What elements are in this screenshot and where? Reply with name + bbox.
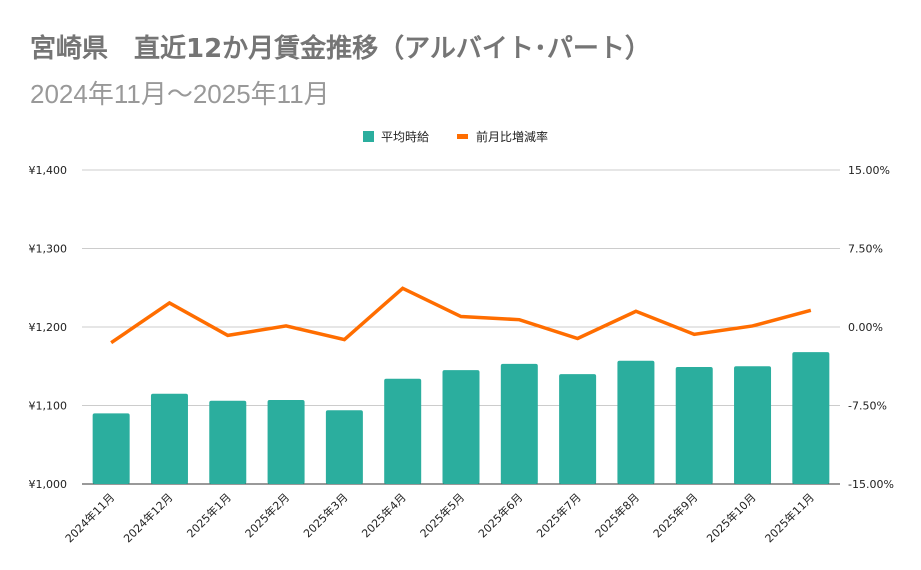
right-tick-label: 15.00% bbox=[848, 164, 890, 177]
x-tick-label: 2025年11月 bbox=[762, 490, 817, 545]
bar bbox=[675, 367, 713, 484]
legend-label: 前月比増減率 bbox=[476, 129, 548, 144]
x-tick-label: 2025年6月 bbox=[475, 490, 525, 540]
bar bbox=[209, 400, 247, 484]
bar bbox=[734, 366, 772, 484]
right-tick-label: -15.00% bbox=[848, 478, 894, 491]
chart-subtitle: 2024年11月～2025年11月 bbox=[30, 79, 330, 109]
bar bbox=[325, 410, 363, 484]
legend-swatch-line bbox=[457, 134, 468, 139]
x-tick-label: 2025年4月 bbox=[359, 490, 409, 540]
x-tick-label: 2025年9月 bbox=[650, 490, 700, 540]
left-tick-label: ¥1,300 bbox=[29, 243, 68, 256]
bar bbox=[559, 374, 597, 484]
bar bbox=[92, 413, 130, 484]
x-tick-label: 2025年3月 bbox=[300, 490, 350, 540]
x-tick-label: 2025年5月 bbox=[417, 490, 467, 540]
right-tick-label: -7.50% bbox=[848, 400, 887, 413]
bar bbox=[384, 378, 422, 484]
right-tick-label: 7.50% bbox=[848, 243, 883, 256]
left-tick-label: ¥1,400 bbox=[29, 164, 68, 177]
x-tick-label: 2024年12月 bbox=[120, 490, 175, 545]
bar bbox=[150, 393, 188, 484]
x-tick-label: 2025年2月 bbox=[242, 490, 292, 540]
left-tick-label: ¥1,100 bbox=[29, 400, 68, 413]
chart-title: 宮崎県 直近12か月賃金推移（アルバイト･パート） bbox=[30, 34, 651, 64]
bar bbox=[442, 370, 480, 484]
bar bbox=[792, 352, 830, 484]
left-tick-label: ¥1,200 bbox=[29, 321, 68, 334]
right-tick-label: 0.00% bbox=[848, 321, 883, 334]
x-tick-label: 2025年7月 bbox=[534, 490, 584, 540]
line-series bbox=[110, 286, 812, 345]
bar bbox=[617, 360, 655, 484]
x-tick-label: 2025年10月 bbox=[704, 490, 759, 545]
legend-swatch-bar bbox=[363, 131, 374, 142]
left-tick-label: ¥1,000 bbox=[29, 478, 68, 491]
legend-label: 平均時給 bbox=[381, 130, 429, 144]
bar bbox=[500, 363, 538, 484]
bar bbox=[267, 400, 305, 484]
x-tick-label: 2024年11月 bbox=[62, 490, 117, 545]
x-tick-label: 2025年1月 bbox=[184, 490, 234, 540]
x-tick-label: 2025年8月 bbox=[592, 490, 642, 540]
